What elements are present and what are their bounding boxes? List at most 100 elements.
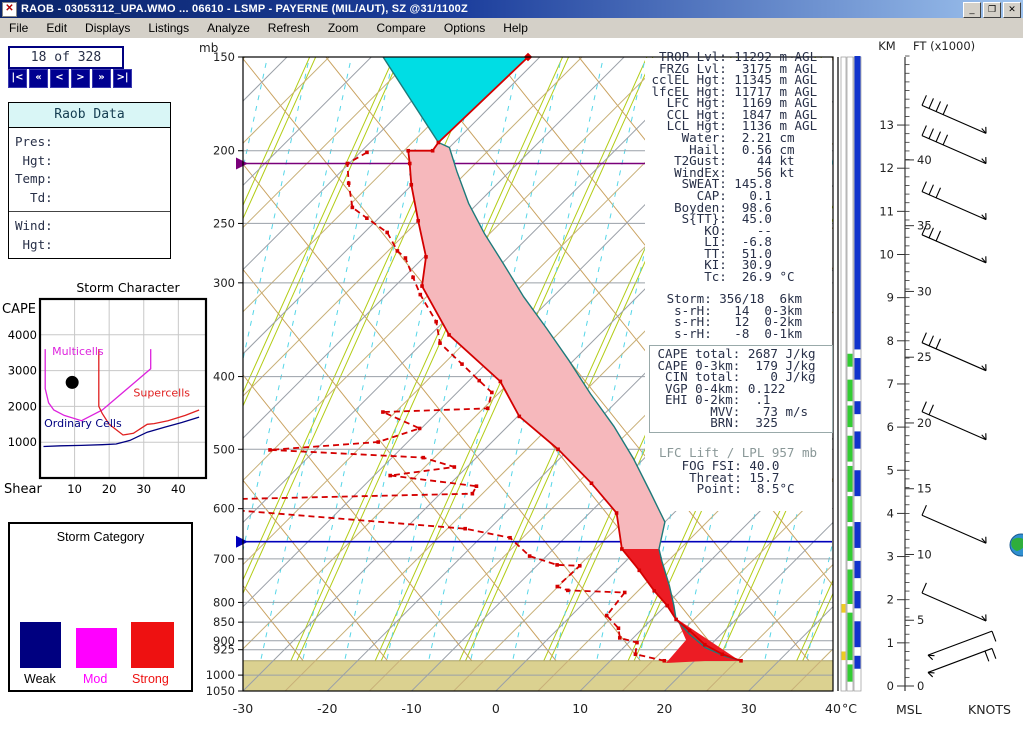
menu-refresh[interactable]: Refresh <box>267 21 310 35</box>
last-record-button[interactable]: >| <box>113 69 132 88</box>
wind-barb <box>921 181 987 221</box>
wind-barb <box>927 647 997 678</box>
svg-text:Multicells: Multicells <box>52 345 104 358</box>
svg-text:Storm Character: Storm Character <box>76 280 180 295</box>
sounding-indices-list: TROP Lvl: 11292 m AGL FRZG Lvl: 3175 m A… <box>651 49 818 284</box>
svg-text:7: 7 <box>887 377 894 391</box>
minimize-button[interactable]: _ <box>963 2 981 18</box>
cape-summary-list: CAPE total: 2687 J/kg CAPE 0-3km: 179 J/… <box>657 346 816 431</box>
menu-zoom[interactable]: Zoom <box>327 21 359 35</box>
wind-barb <box>921 582 987 622</box>
raob-data-title: Raob Data <box>9 103 170 128</box>
svg-text:600: 600 <box>213 502 235 516</box>
svg-text:925: 925 <box>213 643 235 657</box>
svg-text:-30: -30 <box>233 701 253 716</box>
storm-category-strong-label: Strong <box>132 672 169 686</box>
menu-edit[interactable]: Edit <box>46 21 68 35</box>
fast-forward-button[interactable]: » <box>92 69 111 88</box>
svg-text:200: 200 <box>213 144 235 158</box>
surface-cape-area <box>666 619 740 663</box>
svg-text:6: 6 <box>887 420 894 434</box>
storm-character-series <box>44 349 152 422</box>
svg-text:30: 30 <box>741 701 757 716</box>
svg-text:KM: KM <box>878 39 895 53</box>
wind-barbs <box>921 95 997 678</box>
indices-backdrop <box>645 58 832 511</box>
next-record-button[interactable]: > <box>71 69 90 88</box>
menu-analyze[interactable]: Analyze <box>207 21 250 35</box>
menu-displays[interactable]: Displays <box>85 21 131 35</box>
globe-icon <box>1009 533 1023 557</box>
svg-text:10: 10 <box>67 482 82 496</box>
svg-text:2: 2 <box>887 593 894 607</box>
svg-text:20: 20 <box>917 416 932 430</box>
menu-file[interactable]: File <box>9 21 29 35</box>
storm-character-data-point <box>65 375 79 389</box>
svg-text:Ordinary Cells: Ordinary Cells <box>44 417 122 430</box>
close-button[interactable]: ✕ <box>1003 2 1021 18</box>
storm-category-strong-swatch <box>131 622 174 668</box>
wind-barb <box>921 504 987 544</box>
fast-back-button[interactable]: « <box>29 69 48 88</box>
svg-text:4: 4 <box>887 506 894 520</box>
menu-bar: File Edit Displays Listings Analyze Refr… <box>0 18 1023 39</box>
svg-text:FT (x1000): FT (x1000) <box>913 39 975 53</box>
raob-data-panel: Raob Data Pres: Hgt: Temp: Td: Wind: Hgt… <box>8 102 171 259</box>
title-bar[interactable]: ✕ RAOB - 03053112_UPA.WMO ... 06610 - LS… <box>0 0 1023 18</box>
restore-button[interactable]: ❐ <box>983 2 1001 18</box>
prev-record-button[interactable]: < <box>50 69 69 88</box>
svg-text:35: 35 <box>917 219 932 233</box>
svg-text:-20: -20 <box>317 701 337 716</box>
menu-compare[interactable]: Compare <box>376 21 426 35</box>
skewt-border <box>242 56 834 692</box>
svg-text:1000: 1000 <box>8 435 37 449</box>
skewt-axis-labels: mb15020025030040050060070080085090092510… <box>199 41 857 716</box>
menu-listings[interactable]: Listings <box>148 21 190 35</box>
wind-barb <box>927 630 997 661</box>
client-area: mb 150 200 250 300 400 500 600 700 800 850 900 925 10… <box>0 38 1023 739</box>
svg-text:°C: °C <box>842 701 857 716</box>
svg-text:400: 400 <box>213 370 235 384</box>
svg-text:1000: 1000 <box>206 668 235 682</box>
svg-text:0: 0 <box>492 701 500 716</box>
svg-text:20: 20 <box>656 701 672 716</box>
svg-text:13: 13 <box>879 118 894 132</box>
svg-text:Shear: Shear <box>4 482 42 497</box>
svg-text:40: 40 <box>825 701 841 716</box>
svg-text:10: 10 <box>917 547 932 561</box>
svg-text:5: 5 <box>887 463 894 477</box>
wind-barb <box>921 95 987 134</box>
cape-low-area <box>621 549 677 620</box>
first-record-button[interactable]: |< <box>8 69 27 88</box>
svg-text:15: 15 <box>917 482 932 496</box>
menu-options[interactable]: Options <box>443 21 486 35</box>
svg-text:12: 12 <box>879 161 894 175</box>
cape-summary-box: CAPE total: 2687 J/kg CAPE 0-3km: 179 J/… <box>649 345 833 434</box>
storm-category-title: Storm Category <box>56 530 145 544</box>
storm-character-series <box>43 416 200 448</box>
svg-text:300: 300 <box>213 276 235 290</box>
svg-text:800: 800 <box>213 595 235 609</box>
freezing-level-marker <box>236 535 248 548</box>
svg-text:MSL: MSL <box>896 702 922 717</box>
raob-data-divider <box>9 211 170 212</box>
menu-help[interactable]: Help <box>503 21 528 35</box>
above-el-area <box>383 57 528 143</box>
storm-category-mod-label: Mod <box>83 672 108 686</box>
raob-data-fields: Pres: Hgt: Temp: Td: <box>15 134 53 205</box>
svg-text:150: 150 <box>213 50 235 64</box>
svg-text:9: 9 <box>887 291 894 305</box>
storm-character-labels: Storm Character CAPE 1000 2000 3000 4000 10 20 3… <box>2 280 190 497</box>
svg-text:5: 5 <box>917 613 924 627</box>
window-title: RAOB - 03053112_UPA.WMO ... 06610 - LSMP… <box>21 3 468 15</box>
wind-barb <box>921 224 987 264</box>
svg-text:850: 850 <box>213 615 235 629</box>
svg-text:10: 10 <box>879 248 894 262</box>
svg-text:-10: -10 <box>401 701 421 716</box>
svg-text:KNOTS: KNOTS <box>968 702 1011 717</box>
svg-text:2000: 2000 <box>8 399 37 413</box>
storm-character-chart[interactable]: Storm Character CAPE 1000 2000 3000 4000 10 20 3… <box>2 280 208 497</box>
svg-text:40: 40 <box>171 482 186 496</box>
record-counter[interactable]: 18 of 328 <box>8 46 124 69</box>
dewpoint-curve <box>243 150 667 663</box>
